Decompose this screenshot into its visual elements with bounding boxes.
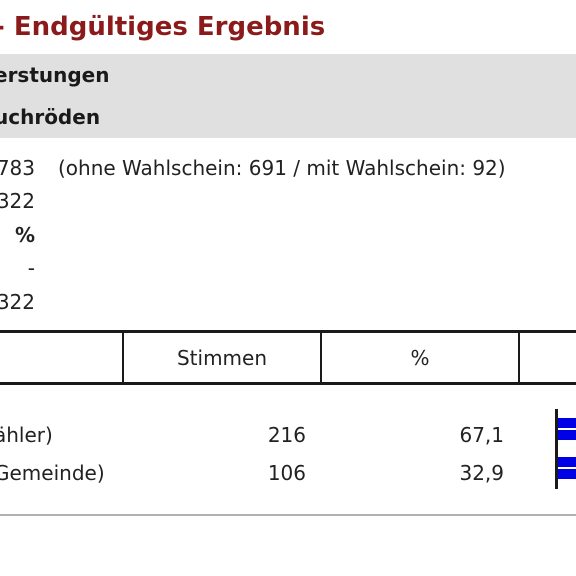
info-value: % [14,223,35,247]
region-band-top: erstungen [0,54,576,96]
bar-chart-axis [555,409,558,489]
share-bar-row-2 [558,457,576,479]
info-row-invalid: - [0,252,576,284]
region-band-bottom: uchröden [0,96,576,138]
percent-value: 67,1 [459,423,504,447]
votes-value: 106 [267,461,306,485]
column-divider [320,333,322,383]
column-divider [122,333,124,383]
info-value: 322 [0,290,35,314]
info-value: 783 [0,156,35,180]
info-note: (ohne Wahlschein: 691 / mit Wahlschein: … [58,156,506,180]
share-bar-row-1 [558,418,576,440]
info-row-valid: 322 [0,286,576,318]
table-row: Gemeinde) 106 32,9 [0,454,576,492]
party-name: Gemeinde) [0,461,105,485]
percent-value: 32,9 [459,461,504,485]
column-divider [518,333,520,383]
table-row: ähler) 216 67,1 [0,416,576,454]
votes-value: 216 [267,423,306,447]
info-row-percent: % [0,219,576,251]
column-header-stimmen: Stimmen [176,346,268,370]
region-label-top: erstungen [0,63,110,87]
page-title: - Endgültiges Ergebnis [0,12,326,42]
results-table-header: Stimmen % [0,333,576,385]
column-header-percent: % [410,346,430,370]
info-row-waehler: 322 [0,185,576,217]
info-value: 322 [0,189,35,213]
party-name: ähler) [0,423,53,447]
info-row-wahlberechtigte: 783 (ohne Wahlschein: 691 / mit Wahlsche… [0,152,576,184]
results-table: Stimmen % ähler) 216 67,1 Gemeinde) 106 … [0,330,576,516]
info-value: - [27,256,35,280]
region-label-bottom: uchröden [0,105,101,129]
